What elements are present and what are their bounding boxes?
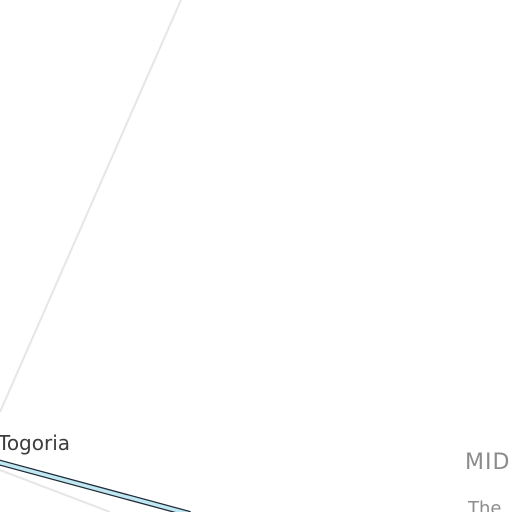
- grid-line: [0, 469, 111, 512]
- region-label: MID: [465, 450, 511, 475]
- hyperspace-route: [0, 460, 190, 512]
- planet-label-togoria[interactable]: Togoria: [0, 431, 71, 455]
- hyperspace-route-outline: [0, 459, 191, 512]
- grid-line: [0, 0, 182, 413]
- region-subtitle: The: [468, 498, 502, 512]
